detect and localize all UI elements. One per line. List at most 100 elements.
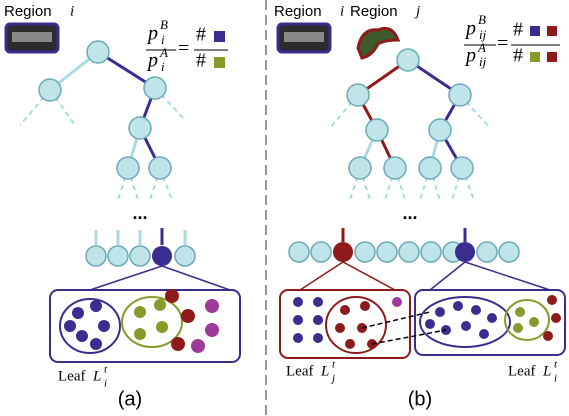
edge [90,266,162,290]
node [205,299,219,313]
node [313,333,323,343]
shape [505,300,549,340]
swatch [547,26,557,36]
leaf-box [50,289,240,362]
swatch [214,57,225,68]
node [76,330,88,342]
node [529,317,539,327]
equals: = [497,33,508,55]
node [487,313,497,323]
leaf-sup: t [554,359,558,371]
node [397,49,419,71]
region-detail [12,32,52,42]
node [171,337,185,351]
region-var: i [70,3,74,19]
leaf-box [280,290,565,358]
leaf-sub: i [554,373,557,385]
node [335,323,345,333]
ellipsis: ... [132,203,147,223]
node [333,242,353,262]
region-detail [284,32,324,42]
node [429,119,451,141]
node [39,79,61,101]
node [551,313,561,323]
leaf-sup: t [104,364,108,376]
swatch [530,52,540,62]
node [345,339,355,349]
swatch [214,31,225,42]
leaf-row [86,228,230,290]
edge [343,262,395,290]
node [289,242,309,262]
node [205,323,219,337]
node [293,333,303,343]
node [87,41,109,63]
node [392,297,402,307]
leaf-sup: t [332,359,336,371]
shape [134,299,168,340]
node [513,323,523,333]
node [355,242,375,262]
shape [425,301,497,339]
edge [465,262,550,290]
node [477,242,497,262]
node [419,157,441,179]
hash: # [196,24,206,46]
leaf-sub: j [330,373,335,385]
hash: # [513,45,523,67]
formula-sub: i [161,59,165,74]
formula: p B ij p A ij = # # [464,12,560,69]
leaf-label: Leaf [286,363,313,379]
node [130,246,150,266]
shape [513,307,539,333]
edge [300,262,343,290]
node [366,119,388,141]
hash: # [196,50,206,72]
node [543,331,553,341]
node [293,297,303,307]
node [175,246,195,266]
node [340,305,350,315]
diagram: Region i p B i p A i = # # ... Leaf L t … [0,0,569,416]
node [156,321,168,333]
node [453,301,463,311]
node [90,300,102,312]
formula-sup: B [478,12,486,27]
region-label: Region [274,3,322,20]
edge [162,266,230,290]
node [129,117,151,139]
node [191,339,205,353]
leaf-label: Leaf [58,368,85,384]
node [293,315,303,325]
node [471,305,481,315]
node [449,84,471,106]
node [117,157,139,179]
node [144,77,166,99]
node [154,299,166,311]
node [421,242,441,262]
region-label: Region [4,3,52,20]
node [64,320,76,332]
node [108,246,128,266]
shape [64,300,110,350]
shape [191,299,219,353]
node [152,246,172,266]
formula-p: p [464,18,476,40]
node [311,242,331,262]
node [134,328,146,340]
node [86,246,106,266]
formula-p: p [146,23,158,45]
equals: = [178,38,189,60]
leaf-var: L [92,368,101,384]
node [149,157,171,179]
leaf-label: Leaf [508,363,535,379]
formula-p: p [464,45,476,67]
node [425,319,435,329]
node [399,242,419,262]
caption: (a) [118,388,142,410]
node [90,338,102,350]
region-var: j [414,3,420,19]
shape [293,297,323,343]
region-var: i [340,3,344,19]
node [461,321,471,331]
